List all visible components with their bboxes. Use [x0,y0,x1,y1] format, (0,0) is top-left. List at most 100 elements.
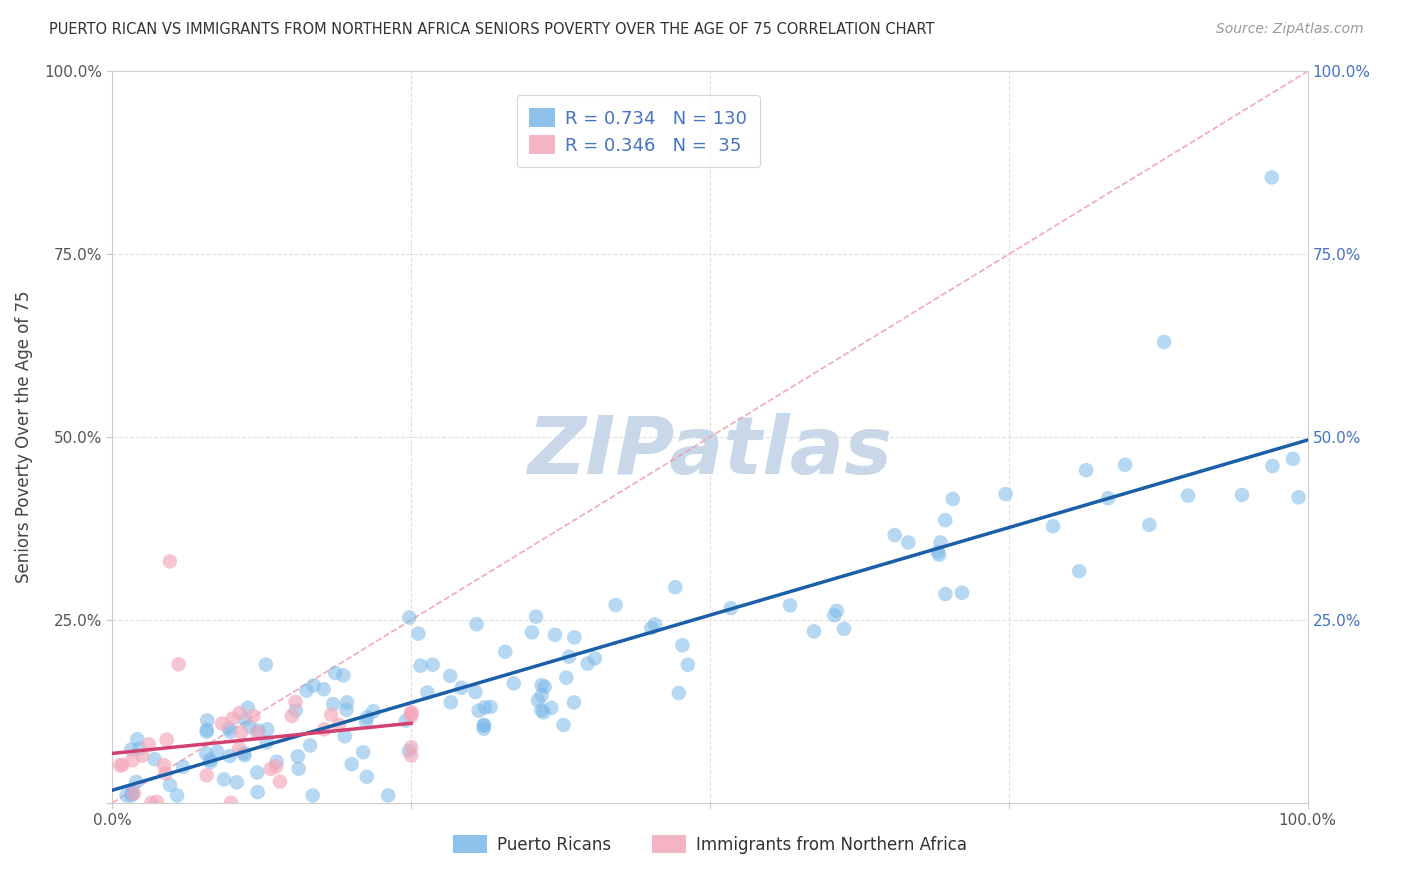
Point [228,741,250,756]
Point [668,686,690,700]
Point [472,722,495,736]
Point [934,587,956,601]
Point [474,700,496,714]
Point [232,747,254,761]
Point [321,707,343,722]
Point [239,720,262,734]
Point [281,709,304,723]
Point [1177,489,1199,503]
Point [530,678,553,692]
Point [494,645,516,659]
Point [195,724,218,739]
Point [408,626,430,640]
Point [236,700,259,714]
Point [228,706,250,720]
Point [401,706,423,721]
Point [246,765,269,780]
Point [131,748,153,763]
Point [332,668,354,682]
Point [284,703,307,717]
Point [314,723,336,737]
Point [553,718,575,732]
Point [287,762,309,776]
Point [1153,334,1175,349]
Point [229,725,252,739]
Point [398,744,420,758]
Point [520,625,543,640]
Point [464,685,486,699]
Point [883,528,905,542]
Point [233,748,256,763]
Point [1042,519,1064,533]
Point [479,700,502,714]
Point [246,785,269,799]
Point [212,772,235,787]
Point [195,723,218,737]
Point [195,714,218,728]
Point [287,749,309,764]
Point [555,671,578,685]
Point [256,723,278,737]
Point [256,735,278,749]
Point [1261,458,1284,473]
Point [1114,458,1136,472]
Point [530,703,553,717]
Point [269,774,291,789]
Point [122,787,145,801]
Point [823,608,845,623]
Point [534,680,557,694]
Point [803,624,825,639]
Point [1076,463,1098,477]
Point [558,649,581,664]
Point [439,669,461,683]
Point [195,768,218,782]
Point [472,718,495,732]
Point [450,681,472,695]
Point [233,713,256,727]
Point [159,778,181,792]
Point [340,757,363,772]
Point [335,703,357,717]
Point [121,785,143,799]
Point [247,723,270,738]
Point [120,789,142,803]
Point [929,535,952,549]
Point [125,775,148,789]
Point [363,704,385,718]
Point [266,755,288,769]
Point [218,749,240,764]
Point [156,732,179,747]
Point [356,770,378,784]
Point [323,666,346,681]
Point [242,709,264,723]
Point [121,786,143,800]
Point [562,695,585,709]
Point [605,598,627,612]
Point [301,789,323,803]
Point [195,747,218,761]
Point [200,755,222,769]
Point [544,628,567,642]
Point [825,604,848,618]
Point [115,789,138,803]
Point [166,789,188,803]
Point [205,745,228,759]
Point [942,491,965,506]
Point [644,617,666,632]
Point [502,676,524,690]
Point [1230,488,1253,502]
Point [108,758,131,772]
Text: ZIPatlas: ZIPatlas [527,413,893,491]
Point [211,716,233,731]
Point [530,688,553,702]
Point [465,617,488,632]
Point [401,709,423,723]
Point [260,762,283,776]
Point [467,704,489,718]
Point [927,545,949,559]
Point [398,610,420,624]
Point [246,726,269,740]
Point [143,752,166,766]
Point [524,609,547,624]
Point [322,697,344,711]
